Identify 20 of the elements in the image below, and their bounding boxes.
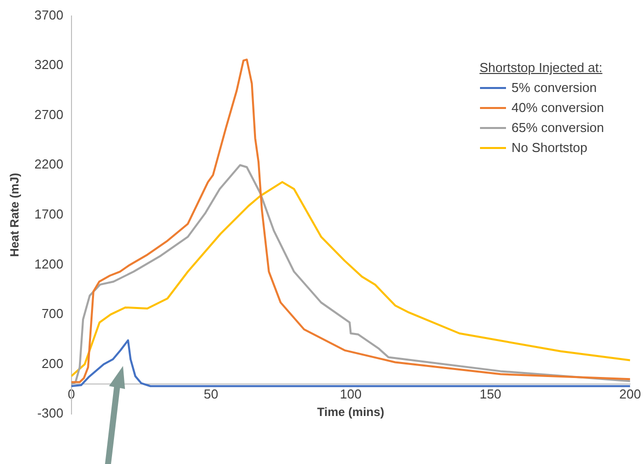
x-tick-label: 200: [619, 386, 642, 402]
y-tick-label: -300: [37, 406, 64, 421]
legend-title: Shortstop Injected at:: [480, 59, 604, 77]
legend-label: 5% conversion: [512, 79, 597, 97]
y-tick-label: 2700: [34, 106, 64, 122]
x-tick-label: 100: [340, 386, 362, 402]
y-tick-label: 200: [42, 356, 64, 371]
x-tick-label: 50: [204, 386, 218, 402]
x-axis-title: Time (mins): [317, 405, 384, 420]
legend-label: 40% conversion: [512, 99, 604, 117]
y-tick-label: 1200: [34, 256, 64, 272]
y-tick-label: 2200: [34, 156, 64, 172]
legend-label: No Shortstop: [512, 139, 588, 157]
y-tick-label: 3200: [34, 57, 64, 72]
y-tick-label: 1700: [34, 206, 64, 222]
legend-label: 65% conversion: [512, 119, 604, 137]
y-axis-title: Heat Rate (mJ): [8, 172, 22, 257]
y-tick-label: 3700: [34, 7, 64, 22]
x-tick-label: 150: [480, 386, 502, 402]
y-tick-label: 700: [42, 306, 64, 322]
